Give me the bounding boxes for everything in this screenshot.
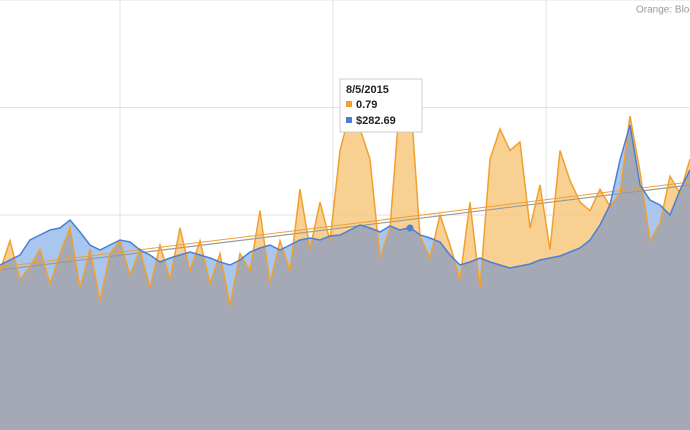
- note: Orange: Bloc: [636, 5, 690, 16]
- hover-dot: [406, 224, 414, 232]
- overlap-area: [0, 125, 690, 430]
- tooltip-box: [339, 78, 423, 133]
- tooltip-swatch: [346, 101, 352, 107]
- tooltip: 8/5/2015 0.79 $282.69: [339, 78, 423, 133]
- tooltip-line: $282.69: [356, 115, 396, 127]
- series-line: [0, 124, 690, 269]
- tooltip-line: 0.79: [356, 99, 377, 111]
- tooltip-swatch: [346, 117, 352, 123]
- trend-line: [0, 181, 690, 268]
- tooltip-title: 8/5/2015: [346, 84, 389, 96]
- trend-line: [0, 184, 690, 271]
